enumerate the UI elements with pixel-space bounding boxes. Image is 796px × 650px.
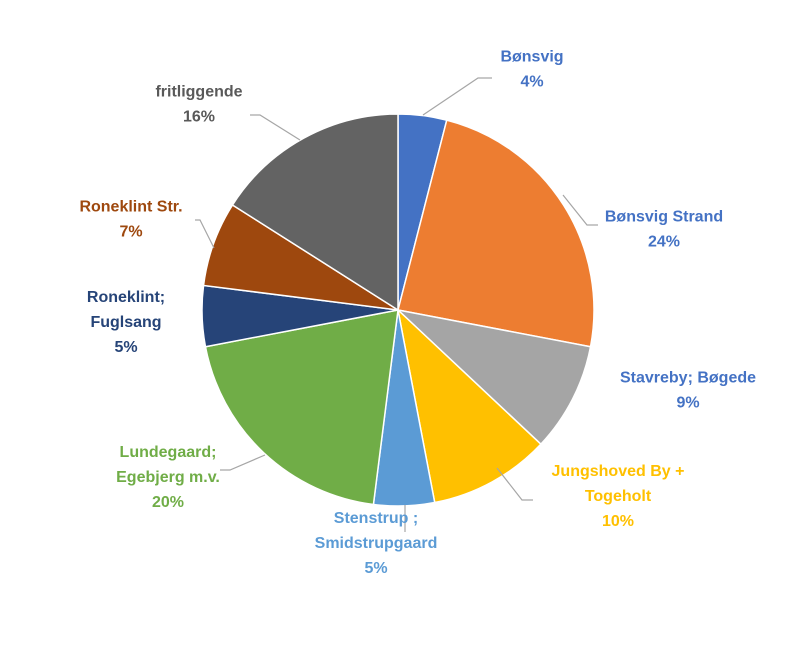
data-label-name: Roneklint Str. [79,199,182,216]
data-label-name: Jungshoved By + [552,463,685,480]
leader-line-8 [195,219,215,249]
data-label-percent: 5% [114,339,137,356]
data-label-name: Fuglsang [90,314,161,331]
data-label-3: Stavreby; Bøgede 9% [620,370,756,412]
data-label-8: Roneklint Str. 7% [79,199,182,241]
data-label-percent: 4% [520,74,543,91]
pie-slice-3 [395,308,592,446]
data-label-7: Roneklint; Fuglsang 5% [87,289,165,356]
pie-slice-9 [231,113,399,312]
data-label-name: Smidstrupgaard [315,535,438,552]
data-labels-layer: Bønsvig 4% Bønsvig Strand 24% Stavreby; Bøge… [79,49,756,578]
leader-line-4 [496,467,533,501]
leader-line-2 [562,194,598,226]
data-label-name: Bønsvig Strand [605,209,723,226]
data-label-percent: 7% [119,224,142,241]
data-label-1: Bønsvig 4% [500,49,563,91]
pie-slice-6 [204,309,399,506]
leader-lines-layer [195,77,598,532]
data-label-6: Lundegaard; Egebjerg m.v. 20% [116,444,220,511]
data-label-name: Lundegaard; [120,444,217,461]
data-label-percent: 24% [648,234,680,251]
slices-layer [201,113,595,507]
pie-slice-2 [397,119,595,348]
data-label-percent: 10% [602,513,634,530]
data-label-5: Stenstrup ; Smidstrupgaard 5% [315,510,438,577]
data-label-name: Togeholt [585,488,652,505]
data-label-name: fritliggende [155,84,242,101]
data-label-name: Egebjerg m.v. [116,469,220,486]
pie-slice-4 [396,307,542,504]
data-label-percent: 20% [152,494,184,511]
data-label-name: Stenstrup ; [334,510,418,527]
data-label-percent: 16% [183,109,215,126]
data-label-name: Stavreby; Bøgede [620,370,756,387]
data-label-name: Bønsvig [500,49,563,66]
leader-line-6 [220,454,266,471]
data-label-percent: 9% [676,395,699,412]
data-label-9: fritliggende 16% [155,84,242,126]
data-label-4: Jungshoved By + Togeholt 10% [552,463,685,530]
leader-line-9 [250,114,301,141]
data-label-percent: 5% [364,560,387,577]
leader-line-1 [422,77,492,116]
data-label-name: Roneklint; [87,289,165,306]
data-label-2: Bønsvig Strand 24% [605,209,723,251]
